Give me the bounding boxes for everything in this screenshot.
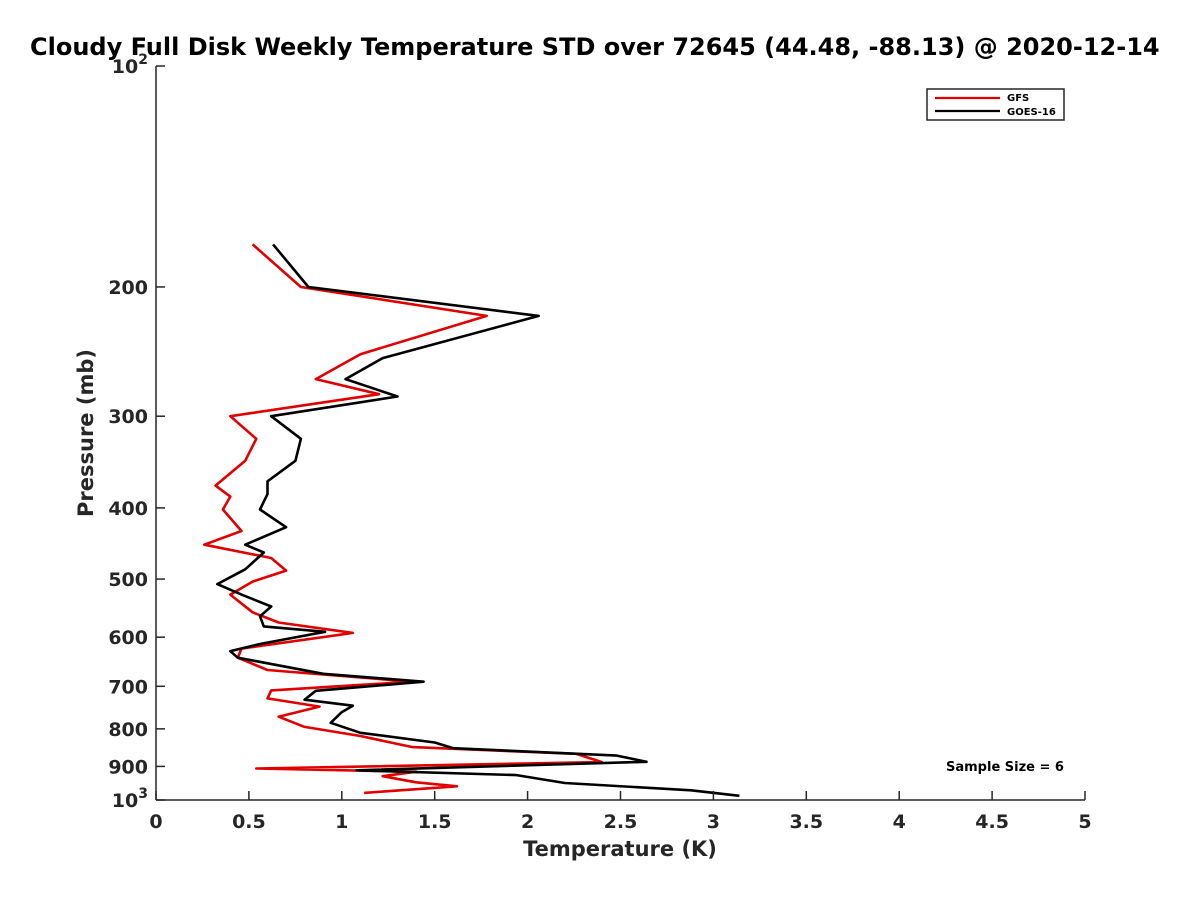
x-tick-label: 2.5 (604, 811, 638, 833)
y-tick-label: 103 (112, 786, 148, 812)
legend-label-gfs: GFS (1007, 93, 1029, 104)
x-tick-label: 3.5 (789, 811, 823, 833)
y-tick-label: 600 (108, 627, 148, 649)
series-line-gfs (203, 243, 604, 795)
x-tick-label: 2 (521, 811, 534, 833)
y-tick-label: 900 (108, 756, 148, 778)
x-tick-label: 1.5 (418, 811, 452, 833)
y-tick-label: 700 (108, 676, 148, 698)
x-tick-label: 4 (893, 811, 906, 833)
legend: GFS GOES-16 (926, 88, 1065, 121)
legend-label-goes16: GOES-16 (1007, 107, 1056, 118)
series-line-goes16 (216, 243, 740, 798)
x-axis-label: Temperature (K) (523, 837, 717, 861)
x-tick-label: 4.5 (975, 811, 1009, 833)
chart-title: Cloudy Full Disk Weekly Temperature STD … (30, 33, 1160, 61)
x-axis-ticks: 0 0.5 1 1.5 2 2.5 3 3.5 4 4.5 5 (149, 791, 1092, 833)
y-axis-label: Pressure (mb) (74, 349, 98, 517)
x-tick-label: 5 (1078, 811, 1091, 833)
y-tick-label: 500 (108, 569, 148, 591)
y-tick-label: 800 (108, 719, 148, 741)
legend-box (926, 88, 1065, 121)
y-tick-label: 200 (108, 277, 148, 299)
y-tick-label: 400 (108, 498, 148, 520)
x-tick-label: 0.5 (232, 811, 266, 833)
series-layer (203, 243, 740, 798)
plot-area (156, 66, 1085, 800)
sample-size-annotation: Sample Size = 6 (946, 760, 1064, 775)
x-tick-label: 1 (335, 811, 348, 833)
y-tick-label: 102 (112, 52, 148, 78)
y-tick-label: 300 (108, 406, 148, 428)
x-tick-label: 0 (149, 811, 162, 833)
x-tick-label: 3 (707, 811, 720, 833)
y-axis-ticks: 102 200 300 400 500 600 700 800 900 103 (108, 52, 165, 812)
